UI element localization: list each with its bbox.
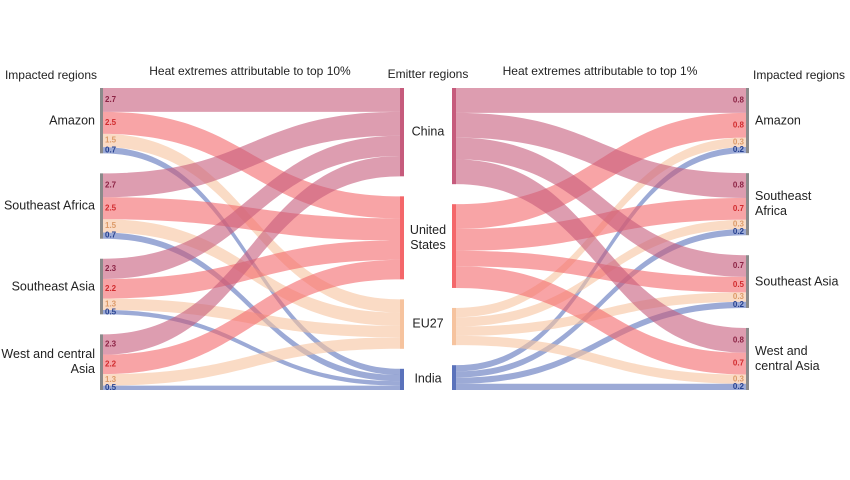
flow (103, 240, 400, 299)
value-label: 2.2 (105, 284, 117, 293)
flow (456, 88, 746, 113)
value-label: 0.7 (105, 145, 117, 154)
region-node (746, 173, 749, 236)
emitters-title: Emitter regions (388, 67, 469, 81)
flow (103, 111, 400, 198)
value-label: 0.8 (733, 335, 745, 344)
flow (456, 301, 746, 384)
value-label: 0.2 (733, 145, 745, 154)
flow (456, 383, 746, 390)
value-label: 2.3 (105, 264, 117, 273)
flow (103, 232, 400, 382)
value-label: 0.8 (733, 96, 745, 105)
flow (103, 309, 400, 386)
flow (103, 156, 400, 355)
emitter-node (400, 368, 404, 390)
value-label: 2.5 (105, 118, 117, 127)
value-label: 0.5 (733, 280, 745, 289)
flow (103, 385, 400, 390)
emitter-node (400, 88, 404, 177)
emitter-label: EU27 (412, 316, 444, 331)
value-label: 0.3 (733, 374, 745, 383)
value-label: 2.5 (105, 203, 117, 212)
regions-title: Impacted regions (753, 68, 845, 82)
value-label: 0.3 (733, 219, 745, 228)
value-label: 0.8 (733, 120, 745, 129)
flow (456, 112, 746, 198)
panel-title: Heat extremes attributable to top 10% (149, 64, 351, 78)
flow (103, 259, 400, 375)
flow (103, 197, 400, 241)
region-node (100, 258, 103, 315)
flow (103, 337, 400, 386)
region-node (100, 88, 103, 154)
flow (456, 197, 746, 251)
emitter-label: China (411, 124, 445, 139)
flow (103, 135, 400, 280)
value-label: 1.5 (105, 136, 117, 145)
value-label: 0.8 (733, 181, 745, 190)
value-label: 2.7 (105, 95, 117, 104)
region-node (746, 255, 749, 308)
flow (456, 159, 746, 353)
value-label: 0.5 (105, 307, 117, 316)
value-label: 0.7 (105, 231, 117, 240)
value-label: 2.7 (105, 180, 117, 189)
emitter-node (452, 307, 456, 346)
value-label: 0.3 (733, 292, 745, 301)
region-label: West and central Asia (755, 343, 820, 373)
value-label: 0.2 (733, 382, 745, 391)
region-label: Southeast Africa (3, 198, 95, 213)
region-label: Amazon (49, 113, 95, 128)
value-label: 1.3 (105, 299, 117, 308)
value-label: 0.7 (733, 204, 745, 213)
emitter-node (400, 196, 404, 280)
value-label: 2.3 (105, 340, 117, 349)
panel-title: Heat extremes attributable to top 1% (503, 64, 698, 78)
emitter-node (452, 204, 456, 288)
value-label: 0.2 (733, 227, 745, 236)
flow (456, 266, 746, 375)
region-label: West and central Asia (1, 347, 95, 377)
region-node (100, 334, 103, 390)
emitter-node (400, 299, 404, 349)
region-label: Southeast Asia (11, 279, 95, 294)
value-label: 0.5 (105, 383, 117, 392)
value-label: 1.3 (105, 375, 117, 384)
flow (456, 137, 746, 277)
region-node (746, 88, 749, 154)
value-label: 1.5 (105, 221, 117, 230)
region-label: Amazon (755, 113, 801, 128)
value-label: 0.3 (733, 137, 745, 146)
emitter-node (452, 88, 456, 185)
value-label: 0.7 (733, 359, 745, 368)
flow (456, 335, 746, 384)
value-label: 2.2 (105, 359, 117, 368)
flow (456, 250, 746, 293)
region-node (746, 327, 749, 390)
emitter-node (452, 365, 456, 390)
region-label: Southeast Asia (755, 274, 839, 289)
region-node (100, 173, 103, 239)
flow (456, 229, 746, 378)
emitter-label: United States (409, 222, 447, 252)
emitter-label: India (414, 371, 442, 386)
region-label: Southeast Africa (755, 189, 812, 219)
value-label: 0.2 (733, 300, 745, 309)
flow (103, 88, 400, 112)
regions-title: Impacted regions (5, 68, 97, 82)
value-label: 0.7 (733, 261, 745, 270)
